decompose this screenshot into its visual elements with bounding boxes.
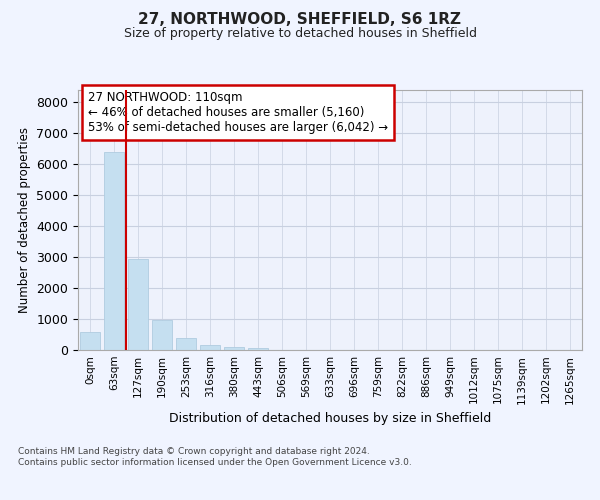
- X-axis label: Distribution of detached houses by size in Sheffield: Distribution of detached houses by size …: [169, 412, 491, 425]
- Text: 27, NORTHWOOD, SHEFFIELD, S6 1RZ: 27, NORTHWOOD, SHEFFIELD, S6 1RZ: [139, 12, 461, 28]
- Text: 27 NORTHWOOD: 110sqm
← 46% of detached houses are smaller (5,160)
53% of semi-de: 27 NORTHWOOD: 110sqm ← 46% of detached h…: [88, 92, 388, 134]
- Bar: [224, 347, 244, 350]
- Bar: [80, 332, 100, 350]
- Y-axis label: Number of detached properties: Number of detached properties: [18, 127, 31, 313]
- Bar: [152, 320, 172, 350]
- Bar: [176, 338, 196, 350]
- Text: Size of property relative to detached houses in Sheffield: Size of property relative to detached ho…: [124, 28, 476, 40]
- Bar: [248, 348, 268, 350]
- Bar: [128, 260, 148, 350]
- Bar: [200, 344, 220, 350]
- Bar: [104, 152, 124, 350]
- Text: Contains HM Land Registry data © Crown copyright and database right 2024.
Contai: Contains HM Land Registry data © Crown c…: [18, 448, 412, 467]
